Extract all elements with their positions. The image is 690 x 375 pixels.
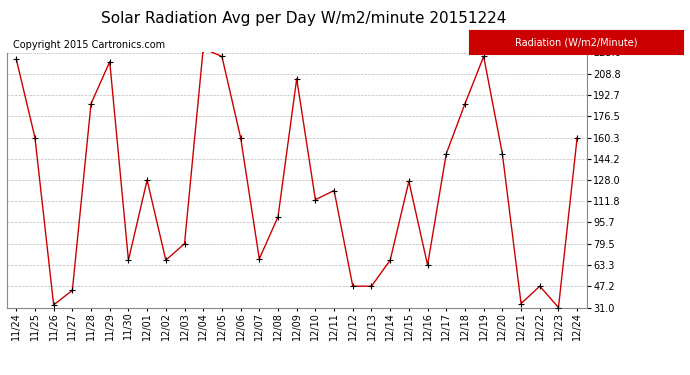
Text: Solar Radiation Avg per Day W/m2/minute 20151224: Solar Radiation Avg per Day W/m2/minute … [101, 11, 506, 26]
Text: Copyright 2015 Cartronics.com: Copyright 2015 Cartronics.com [12, 40, 165, 50]
Text: Radiation (W/m2/Minute): Radiation (W/m2/Minute) [515, 37, 638, 47]
